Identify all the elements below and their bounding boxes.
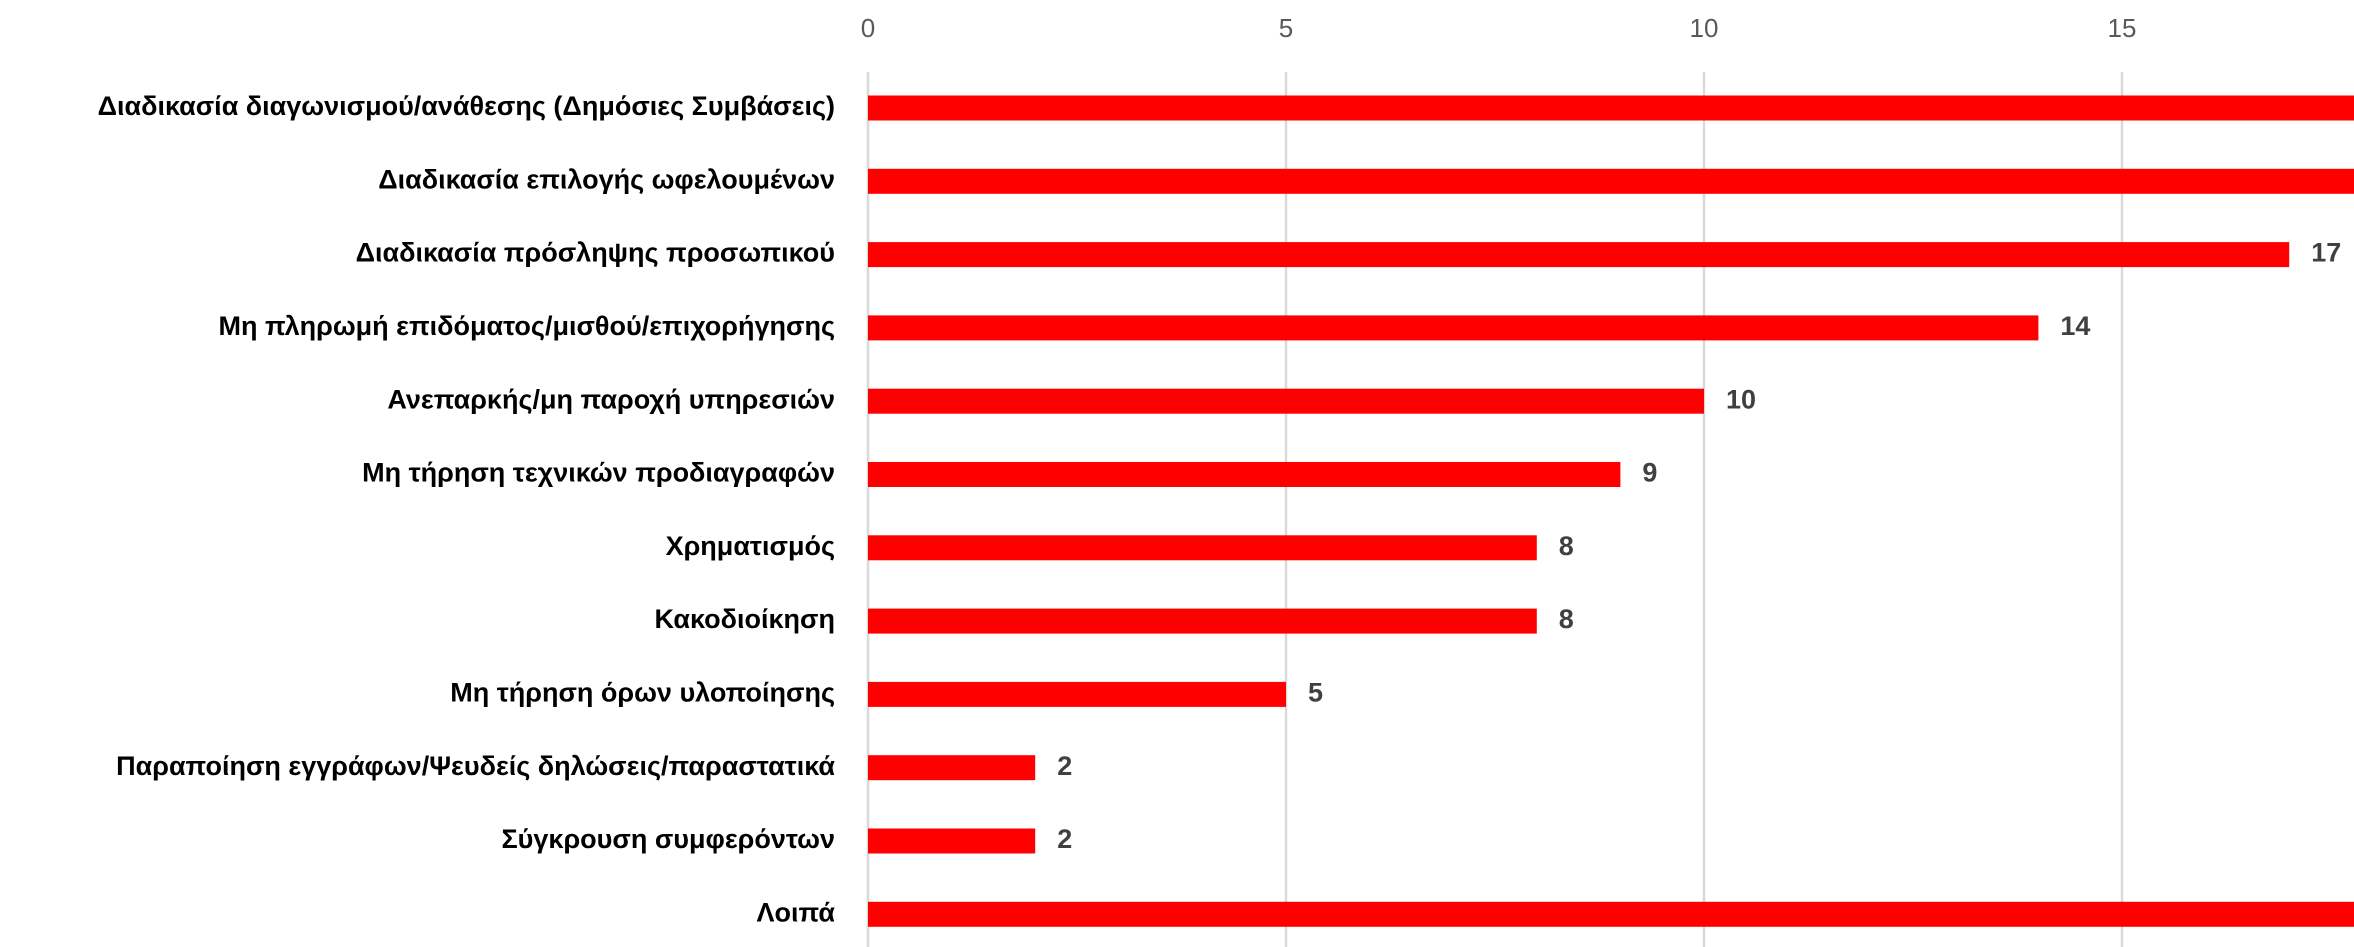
category-labels: Διαδικασία διαγωνισμού/ανάθεσης (Δημόσιε… bbox=[98, 91, 836, 927]
data-label: 8 bbox=[1559, 531, 1574, 561]
category-label: Ανεπαρκής/μη παροχή υπηρεσιών bbox=[387, 384, 835, 414]
data-labels: 302817141098852223 bbox=[1057, 238, 2341, 854]
category-label: Διαδικασία πρόσληψης προσωπικού bbox=[356, 238, 835, 268]
category-label: Κακοδιοίκηση bbox=[654, 604, 835, 634]
bar bbox=[868, 535, 1537, 561]
category-label: Μη τήρηση τεχνικών προδιαγραφών bbox=[362, 458, 835, 488]
data-label: 2 bbox=[1057, 751, 1072, 781]
bar bbox=[868, 681, 1286, 707]
x-tick-label: 0 bbox=[861, 13, 875, 43]
bar bbox=[868, 315, 2039, 341]
category-label: Σύγκρουση συμφερόντων bbox=[501, 824, 835, 854]
bar bbox=[868, 242, 2290, 268]
category-label: Μη τήρηση όρων υλοποίησης bbox=[450, 678, 835, 708]
data-label: 8 bbox=[1559, 604, 1574, 634]
data-label: 14 bbox=[2060, 311, 2090, 341]
category-label: Χρηματισμός bbox=[666, 531, 835, 561]
x-tick-label: 10 bbox=[1690, 13, 1719, 43]
bar bbox=[868, 462, 1621, 487]
category-label: Διαδικασία επιλογής ωφελουμένων bbox=[378, 164, 835, 194]
bar bbox=[868, 95, 2354, 121]
bar bbox=[868, 755, 1036, 781]
bar bbox=[868, 901, 2354, 927]
bar bbox=[868, 168, 2354, 194]
bar bbox=[868, 608, 1537, 634]
category-label: Παραποίηση εγγράφων/Ψευδείς δηλώσεις/παρ… bbox=[116, 751, 835, 781]
x-axis-tick-labels: 05101520253035 bbox=[861, 13, 2137, 43]
bars bbox=[868, 95, 2354, 927]
data-label: 10 bbox=[1726, 384, 1756, 414]
data-label: 5 bbox=[1308, 678, 1323, 708]
data-label: 9 bbox=[1642, 458, 1657, 488]
bar bbox=[868, 388, 1704, 414]
gridlines bbox=[866, 72, 2124, 947]
bar bbox=[868, 828, 1036, 854]
x-tick-label: 15 bbox=[2108, 13, 2137, 43]
category-label: Διαδικασία διαγωνισμού/ανάθεσης (Δημόσιε… bbox=[98, 91, 835, 121]
x-tick-label: 5 bbox=[1279, 13, 1293, 43]
category-label: Μη πληρωμή επιδόματος/μισθού/επιχορήγηση… bbox=[218, 311, 835, 341]
category-label: Λοιπά bbox=[756, 897, 835, 927]
data-label: 17 bbox=[2311, 238, 2341, 268]
data-label: 2 bbox=[1057, 824, 1072, 854]
